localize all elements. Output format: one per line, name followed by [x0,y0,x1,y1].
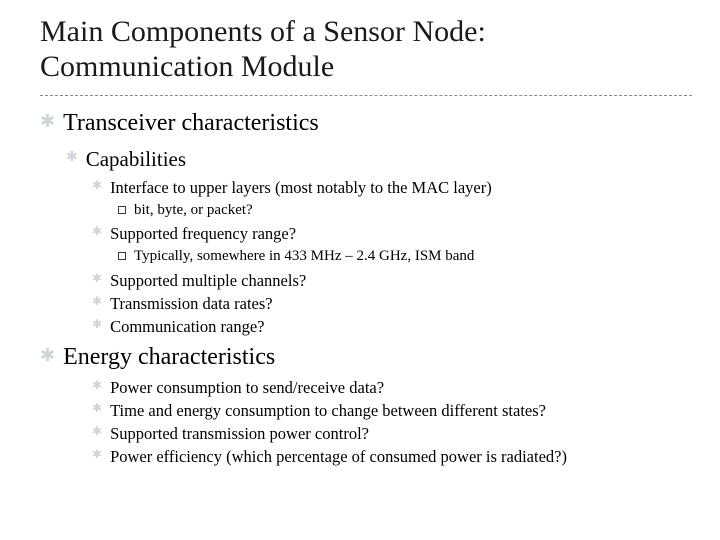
asterisk-icon: ✱ [92,179,102,191]
bullet-lvl3: ✱ Power consumption to send/receive data… [92,377,692,398]
bullet-text: Capabilities [86,146,186,172]
bullet-text: Transceiver characteristics [63,108,319,138]
bullet-lvl2: ✱ Capabilities [66,146,692,172]
bullet-text: Supported frequency range? [110,223,296,244]
slide-title: Main Components of a Sensor Node: Commun… [40,14,692,85]
bullet-lvl4: Typically, somewhere in 433 MHz – 2.4 GH… [118,247,692,266]
bullet-text: Typically, somewhere in 433 MHz – 2.4 GH… [134,247,474,266]
box-icon [118,206,126,214]
title-line-2: Communication Module [40,50,334,83]
bullet-text: Transmission data rates? [110,293,273,314]
asterisk-icon: ✱ [92,295,102,307]
asterisk-icon: ✱ [92,448,102,460]
bullet-lvl3: ✱ Supported transmission power control? [92,423,692,444]
bullet-lvl3: ✱ Supported multiple channels? [92,270,692,291]
asterisk-icon: ✱ [92,379,102,391]
bullet-lvl1: ✱ Energy characteristics [40,342,692,372]
bullet-text: Power efficiency (which percentage of co… [110,446,567,467]
asterisk-icon: ✱ [92,272,102,284]
asterisk-icon: ✱ [40,112,55,130]
bullet-text: Energy characteristics [63,342,275,372]
asterisk-icon: ✱ [92,402,102,414]
bullet-lvl3: ✱ Supported frequency range? [92,223,692,244]
bullet-lvl3: ✱ Interface to upper layers (most notabl… [92,177,692,198]
asterisk-icon: ✱ [92,318,102,330]
box-icon [118,252,126,260]
bullet-lvl4: bit, byte, or packet? [118,201,692,220]
bullet-lvl3: ✱ Power efficiency (which percentage of … [92,446,692,467]
bullet-text: Interface to upper layers (most notably … [110,177,492,198]
bullet-text: Communication range? [110,316,264,337]
asterisk-icon: ✱ [92,225,102,237]
bullet-text: Time and energy consumption to change be… [110,400,546,421]
title-line-1: Main Components of a Sensor Node: [40,15,486,48]
asterisk-icon: ✱ [92,425,102,437]
title-divider [40,95,692,96]
asterisk-icon: ✱ [66,149,78,163]
bullet-lvl3: ✱ Transmission data rates? [92,293,692,314]
asterisk-icon: ✱ [40,346,55,364]
bullet-lvl1: ✱ Transceiver characteristics [40,108,692,138]
bullet-lvl3: ✱ Communication range? [92,316,692,337]
bullet-text: Supported multiple channels? [110,270,306,291]
bullet-text: bit, byte, or packet? [134,201,253,220]
bullet-lvl3: ✱ Time and energy consumption to change … [92,400,692,421]
bullet-text: Power consumption to send/receive data? [110,377,384,398]
bullet-text: Supported transmission power control? [110,423,369,444]
